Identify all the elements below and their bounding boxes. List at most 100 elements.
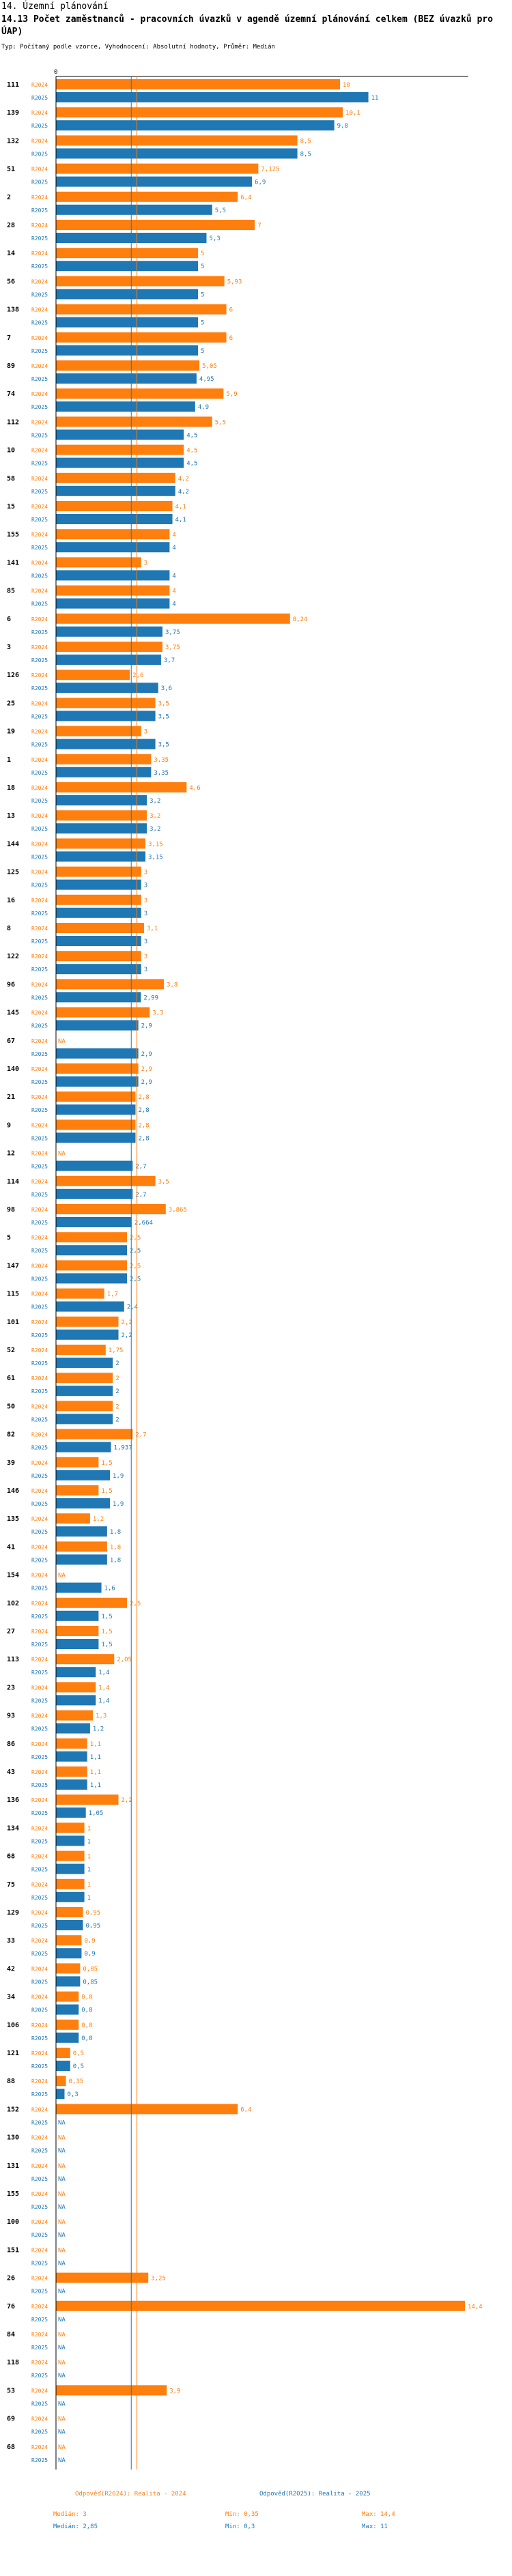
value-label: NA (58, 2191, 66, 2198)
series-label: R2024 (31, 82, 48, 88)
row-id-label: 1 (7, 756, 11, 764)
bar-2024 (56, 388, 224, 399)
bar-2024 (56, 276, 225, 287)
series-label: R2025 (31, 2204, 48, 2210)
bar-2025 (56, 1160, 133, 1171)
series-label: R2024 (31, 2191, 48, 2197)
value-label: 1,9 (113, 1473, 124, 1480)
series-label: R2025 (31, 1248, 48, 1254)
series-label: R2025 (31, 601, 48, 607)
series-label: R2024 (31, 1741, 48, 1747)
bar-2024 (56, 501, 173, 511)
row-id-label: 84 (7, 2331, 15, 2338)
row-id-label: 53 (7, 2387, 15, 2394)
bar-2025 (56, 1554, 107, 1565)
bar-2025 (56, 2061, 70, 2071)
bar-2025 (56, 1301, 124, 1312)
bar-2025 (56, 1582, 102, 1593)
value-label: 1,2 (93, 1516, 104, 1523)
value-label: 2 (115, 1360, 119, 1367)
bar-2024 (56, 726, 141, 736)
value-label: 2 (115, 1403, 119, 1410)
value-label: 5 (201, 251, 204, 257)
value-label: 0,9 (84, 1938, 95, 1945)
row-id-label: 96 (7, 981, 15, 988)
series-label: R2024 (31, 1347, 48, 1354)
bar-2024 (56, 810, 147, 821)
x-tick-label: 0 (54, 69, 57, 76)
value-label: 4,1 (175, 504, 186, 511)
value-label: 2,8 (138, 1135, 149, 1142)
series-label: R2024 (31, 757, 48, 763)
series-label: R2025 (31, 1923, 48, 1929)
row-id-label: 114 (7, 1178, 19, 1186)
legend-2025-max: Max: 11 (362, 2523, 388, 2530)
value-label: 3,25 (151, 2276, 166, 2282)
bar-2025 (56, 261, 198, 272)
row-id-label: 13 (7, 812, 15, 820)
value-label: 5 (201, 320, 204, 327)
value-label: 2,5 (130, 1263, 141, 1270)
value-label: 5,9 (226, 391, 237, 398)
bar-2025 (56, 570, 170, 581)
value-label: 2,664 (134, 1220, 153, 1227)
value-label: 7,125 (261, 167, 279, 173)
value-label: 3 (144, 911, 147, 917)
series-label: R2024 (31, 1797, 48, 1803)
series-label: R2024 (31, 363, 48, 369)
row-id-label: 12 (7, 1150, 15, 1158)
series-label: R2025 (31, 461, 48, 467)
bar-2024 (56, 1288, 104, 1299)
value-label: 0,9 (84, 1951, 95, 1958)
bar-2024 (56, 2272, 149, 2283)
series-label: R2025 (31, 1979, 48, 1985)
bar-2024 (56, 220, 255, 230)
value-label: 3 (144, 729, 147, 736)
legend-2025-name: Odpověď(R2025): Realita - 2025 (259, 2491, 371, 2498)
bar-2024 (56, 585, 170, 596)
value-label: 4 (172, 532, 175, 539)
series-label: R2025 (31, 1051, 48, 1057)
series-label: R2024 (31, 1122, 48, 1128)
bar-2025 (56, 2032, 79, 2043)
series-label: R2025 (31, 1388, 48, 1394)
bar-2025 (56, 907, 141, 918)
value-label: 1,1 (90, 1741, 101, 1748)
bar-2024 (56, 1513, 90, 1524)
bar-2025 (56, 1920, 83, 1930)
bar-2025 (56, 429, 184, 440)
value-label: 4,2 (178, 476, 189, 483)
row-id-label: 58 (7, 475, 15, 483)
series-label: R2025 (31, 123, 48, 129)
series-label: R2025 (31, 1782, 48, 1788)
value-label: 1,5 (101, 1629, 112, 1635)
row-id-label: 152 (7, 2106, 19, 2113)
row-id-label: 125 (7, 869, 19, 876)
series-label: R2025 (31, 2457, 48, 2463)
series-label: R2025 (31, 2091, 48, 2098)
bar-2024 (56, 1794, 119, 1805)
series-label: R2025 (31, 432, 48, 438)
bar-2024 (56, 1063, 139, 1074)
row-id-label: 26 (7, 2275, 15, 2282)
bar-2025 (56, 1470, 111, 1480)
bar-2024 (56, 1345, 106, 1355)
series-label: R2024 (31, 1629, 48, 1635)
value-label: NA (58, 2457, 66, 2464)
series-label: R2024 (31, 251, 48, 257)
bar-2024 (56, 894, 141, 905)
row-id-label: 100 (7, 2218, 19, 2226)
series-label: R2024 (31, 1544, 48, 1550)
series-label: R2025 (31, 207, 48, 214)
value-label: 2,9 (141, 1023, 152, 1030)
series-label: R2024 (31, 560, 48, 566)
bar-2024 (56, 1991, 79, 2002)
bar-2024 (56, 1654, 115, 1665)
series-label: R2025 (31, 2373, 48, 2379)
value-label: 3,865 (169, 1207, 187, 1214)
series-label: R2024 (31, 391, 48, 397)
value-label: 0,95 (86, 1923, 101, 1930)
series-label: R2025 (31, 1445, 48, 1451)
row-id-label: 50 (7, 1403, 15, 1410)
series-label: R2024 (31, 2247, 48, 2253)
